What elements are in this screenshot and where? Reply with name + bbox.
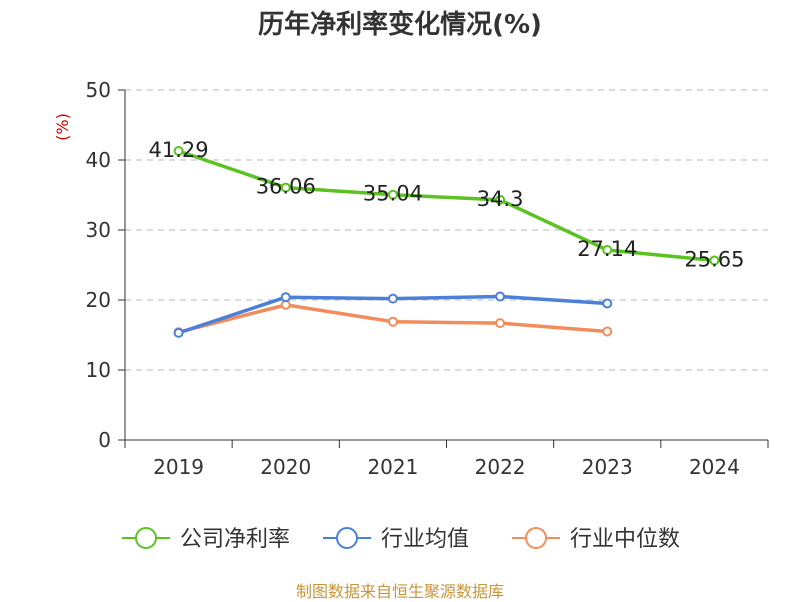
series-line-0 (178, 149, 715, 263)
legend-marker (135, 527, 157, 549)
x-tick-label: 2024 (689, 455, 740, 479)
x-tick-label: 2022 (475, 455, 526, 479)
data-label: 27.14 (577, 237, 637, 261)
legend-label: 行业均值 (381, 527, 469, 552)
y-tick-label: 30 (86, 218, 111, 242)
data-point (495, 318, 506, 329)
data-point (495, 291, 506, 302)
y-tick-label: 40 (86, 148, 111, 172)
data-label: 35.04 (363, 182, 423, 206)
y-axis-label: (%) (53, 113, 72, 141)
data-label: 36.06 (256, 175, 316, 199)
data-point (495, 194, 506, 205)
data-label: 41.29 (149, 138, 209, 162)
data-point (387, 316, 398, 327)
data-point (173, 327, 184, 338)
legend-label: 公司净利率 (180, 527, 290, 552)
legend-marker (525, 527, 547, 549)
data-point (280, 182, 291, 193)
y-tick-label: 0 (98, 428, 111, 452)
data-point (387, 293, 398, 304)
data-point (602, 298, 613, 309)
data-label: 34.3 (477, 187, 524, 211)
x-tick-label: 2019 (153, 455, 204, 479)
legend-marker (336, 527, 358, 549)
x-tick-label: 2021 (367, 455, 418, 479)
legend-label: 行业中位数 (570, 527, 680, 552)
data-point (709, 255, 720, 266)
source-note: 制图数据来自恒生聚源数据库 (295, 582, 504, 601)
chart-title: 历年净利率变化情况(%) (258, 10, 542, 40)
data-point (387, 189, 398, 200)
x-tick-label: 2020 (260, 455, 311, 479)
data-point (602, 245, 613, 256)
data-point (280, 292, 291, 303)
y-tick-label: 20 (86, 288, 111, 312)
x-tick-label: 2023 (582, 455, 633, 479)
data-point (602, 326, 613, 337)
data-label: 25.65 (684, 247, 744, 271)
data-point (173, 145, 184, 156)
y-tick-label: 50 (86, 78, 111, 102)
y-tick-label: 10 (86, 358, 111, 382)
